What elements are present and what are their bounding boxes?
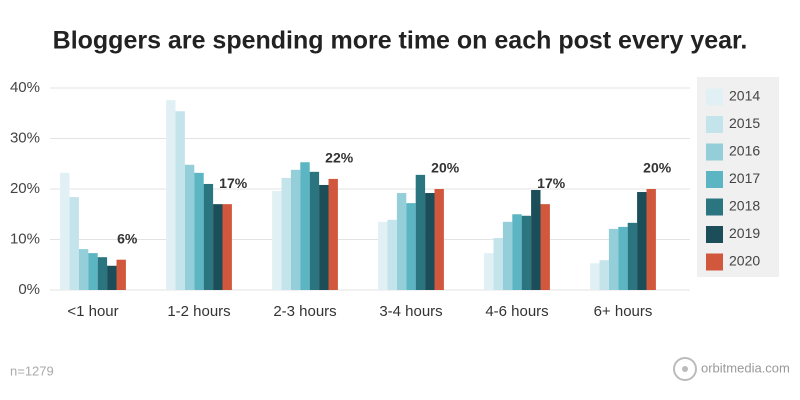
data-label: 17% <box>537 175 566 191</box>
bar <box>300 162 310 290</box>
legend-swatch <box>706 143 723 161</box>
bar <box>88 253 98 290</box>
bar <box>540 204 550 290</box>
bar <box>116 259 126 290</box>
legend-swatch <box>706 116 723 133</box>
bar <box>434 189 444 290</box>
bar <box>531 190 541 290</box>
y-tick-label: 10% <box>10 230 40 247</box>
y-tick-label: 40% <box>10 79 40 96</box>
bar <box>213 204 223 290</box>
source: orbitmedia.com <box>701 360 790 375</box>
bar <box>175 111 185 290</box>
legend-swatch <box>706 226 723 243</box>
legend-swatch <box>706 88 723 106</box>
bar <box>194 172 204 290</box>
bar <box>97 257 108 290</box>
bar <box>618 226 628 290</box>
bar <box>203 183 214 290</box>
legend-label: 2017 <box>729 170 760 186</box>
bar <box>646 189 656 290</box>
x-tick-label: 4-6 hours <box>485 303 548 320</box>
bar <box>521 215 532 290</box>
bar <box>406 203 416 290</box>
bar <box>107 265 117 290</box>
bar <box>184 164 195 290</box>
bar <box>512 214 522 290</box>
bar <box>290 169 301 290</box>
bar <box>425 193 435 290</box>
legend-swatch <box>706 198 723 216</box>
data-label: 6% <box>117 230 138 246</box>
bar <box>222 204 232 290</box>
bar <box>281 177 291 290</box>
data-label: 20% <box>431 160 460 176</box>
x-tick-label: 1-2 hours <box>167 303 230 320</box>
legend-swatch <box>706 171 723 188</box>
bar <box>60 172 70 290</box>
bar <box>627 222 638 290</box>
y-tick-label: 0% <box>18 281 40 298</box>
bar <box>590 263 600 290</box>
bar <box>484 253 494 290</box>
x-tick-label: <1 hour <box>67 303 118 320</box>
x-tick-label: 3-4 hours <box>379 303 442 320</box>
bar <box>309 171 320 290</box>
data-label: 17% <box>219 175 248 191</box>
bar <box>608 228 619 290</box>
bar <box>319 184 329 290</box>
bar <box>502 221 513 290</box>
logo <box>673 357 697 381</box>
legend-swatch <box>706 253 723 271</box>
bar <box>78 249 89 290</box>
y-tick-label: 20% <box>10 180 40 197</box>
legend-label: 2016 <box>729 143 760 159</box>
legend-label: 2020 <box>729 253 760 269</box>
x-tick-label: 2-3 hours <box>273 303 336 320</box>
x-tick-label: 6+ hours <box>594 303 653 320</box>
bar <box>415 174 426 290</box>
legend-label: 2015 <box>729 115 760 131</box>
bar <box>166 100 176 291</box>
legend-label: 2018 <box>729 198 760 214</box>
bar <box>396 193 407 290</box>
bar <box>69 197 79 290</box>
bar <box>328 178 338 290</box>
data-label: 22% <box>325 150 354 166</box>
bar <box>387 219 397 290</box>
data-label: 20% <box>643 160 672 176</box>
bar <box>637 192 647 290</box>
legend-label: 2019 <box>729 225 760 241</box>
y-tick-label: 30% <box>10 129 40 146</box>
chart-title: Bloggers are spending more time on each … <box>53 27 748 55</box>
bar <box>599 260 609 290</box>
sample-note: n=1279 <box>10 363 54 378</box>
bar <box>378 221 388 290</box>
bar <box>493 237 503 290</box>
bar <box>272 191 282 290</box>
legend-label: 2014 <box>729 88 760 104</box>
